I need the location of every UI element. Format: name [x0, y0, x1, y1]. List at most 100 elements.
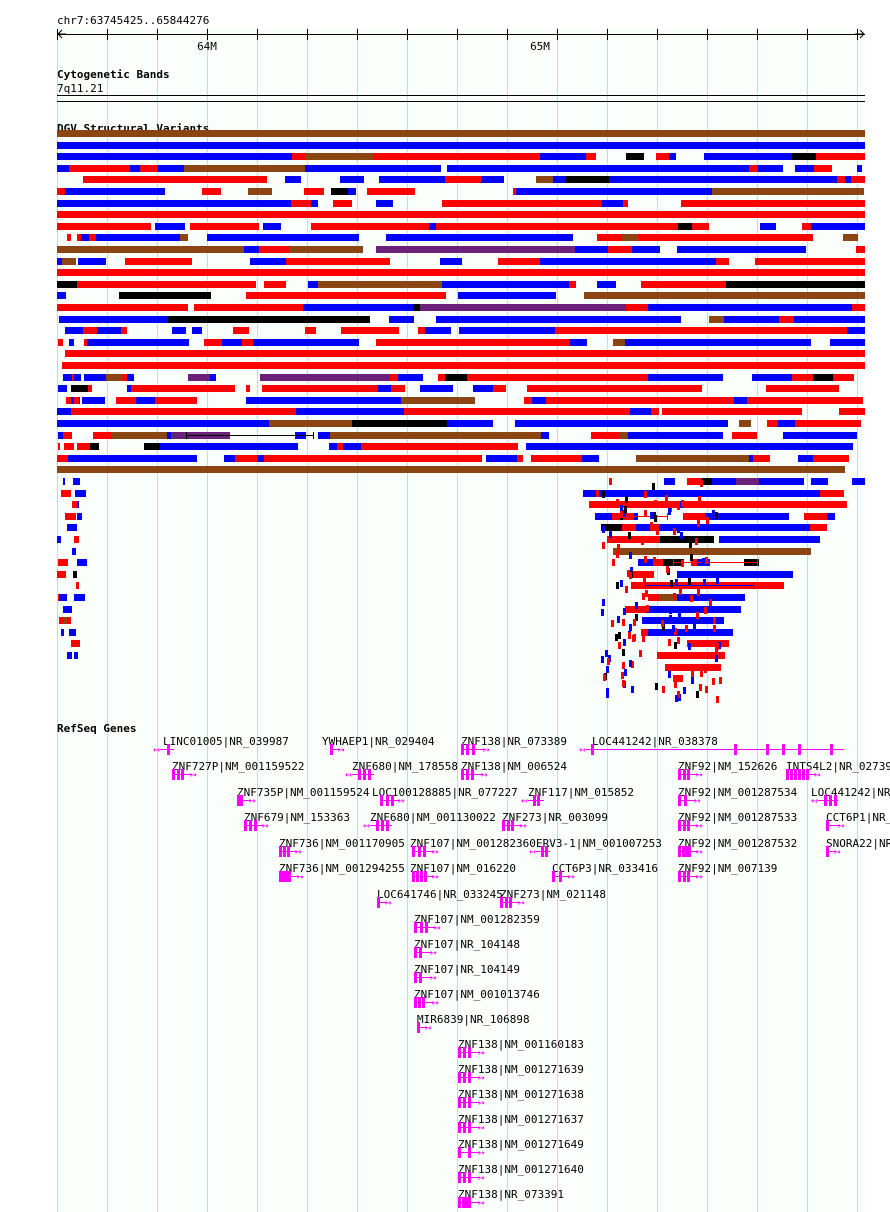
- dgv-variant-segment[interactable]: [641, 629, 648, 636]
- dgv-variant-segment[interactable]: [688, 643, 691, 650]
- gene-model-glyph[interactable]: ↦: [330, 744, 345, 755]
- dgv-variant-segment[interactable]: [620, 536, 641, 543]
- dgv-variant-segment[interactable]: [680, 532, 683, 539]
- gene-label[interactable]: INTS4L2|NR_027392: [786, 760, 890, 773]
- dgv-variant-segment[interactable]: [546, 327, 555, 334]
- dgv-variant-segment[interactable]: [90, 443, 99, 450]
- dgv-variant-segment[interactable]: [688, 578, 691, 585]
- dgv-variant-segment[interactable]: [813, 455, 849, 462]
- gene-label[interactable]: ZNF273|NR_003099: [502, 811, 608, 824]
- dgv-variant-segment[interactable]: [633, 619, 636, 626]
- dgv-variant-segment[interactable]: [63, 432, 72, 439]
- dgv-variant-segment[interactable]: [620, 511, 623, 518]
- dgv-variant-segment[interactable]: [111, 432, 167, 439]
- dgv-variant-segment[interactable]: [409, 316, 414, 323]
- gene-label[interactable]: ZNF138|NR_073391: [458, 1188, 564, 1201]
- dgv-variant-segment[interactable]: [192, 327, 202, 334]
- dgv-variant-segment[interactable]: [656, 528, 659, 535]
- dgv-variant-segment[interactable]: [783, 432, 857, 439]
- dgv-variant-segment[interactable]: [615, 634, 618, 641]
- dgv-variant-segment[interactable]: [816, 153, 865, 160]
- dgv-variant-segment[interactable]: [843, 234, 858, 241]
- dgv-variant-segment[interactable]: [65, 350, 865, 357]
- dgv-variant-segment[interactable]: [609, 176, 837, 183]
- dgv-variant-segment[interactable]: [57, 304, 188, 311]
- dgv-variant-segment[interactable]: [712, 188, 864, 195]
- dgv-variant-segment[interactable]: [341, 327, 387, 334]
- dgv-variant-segment[interactable]: [376, 339, 570, 346]
- dgv-variant-segment[interactable]: [75, 490, 86, 497]
- dgv-variant-segment[interactable]: [735, 316, 779, 323]
- dgv-variant-segment[interactable]: [847, 327, 865, 334]
- gene-label[interactable]: SNORA22|NR_: [826, 837, 890, 850]
- dgv-variant-segment[interactable]: [74, 536, 79, 543]
- dgv-variant-segment[interactable]: [74, 594, 85, 601]
- dgv-variant-segment[interactable]: [352, 420, 447, 427]
- dgv-variant-segment[interactable]: [418, 327, 425, 334]
- dgv-variant-segment[interactable]: [194, 304, 198, 311]
- dgv-variant-segment[interactable]: [794, 316, 865, 323]
- dgv-variant-segment[interactable]: [486, 455, 506, 462]
- dgv-variant-segment[interactable]: [623, 608, 626, 615]
- dgv-variant-segment[interactable]: [709, 316, 724, 323]
- dgv-variant-segment[interactable]: [778, 420, 795, 427]
- dgv-variant-segment[interactable]: [724, 316, 735, 323]
- dgv-variant-segment[interactable]: [76, 582, 79, 589]
- dgv-variant-segment[interactable]: [386, 234, 570, 241]
- gene-model-glyph[interactable]: ↦: [414, 947, 437, 958]
- dgv-variant-segment[interactable]: [73, 478, 80, 485]
- dgv-variant-segment[interactable]: [239, 455, 258, 462]
- dgv-variant-segment[interactable]: [665, 495, 668, 502]
- dgv-variant-segment[interactable]: [713, 625, 716, 632]
- dgv-variant-segment[interactable]: [438, 327, 451, 334]
- gene-label[interactable]: ERV3-1|NM_001007253: [536, 837, 662, 850]
- dgv-variant-segment[interactable]: [700, 480, 703, 487]
- dgv-variant-segment[interactable]: [691, 677, 694, 684]
- dgv-variant-segment[interactable]: [622, 524, 636, 531]
- dgv-variant-segment[interactable]: [605, 650, 608, 657]
- dgv-variant-segment[interactable]: [292, 153, 305, 160]
- dgv-variant-segment[interactable]: [739, 420, 751, 427]
- dgv-variant-segment[interactable]: [702, 478, 712, 485]
- dgv-variant-segment[interactable]: [668, 508, 671, 515]
- dgv-variant-segment[interactable]: [303, 304, 413, 311]
- gene-model-glyph[interactable]: ↤: [345, 769, 374, 780]
- dgv-variant-segment[interactable]: [458, 223, 480, 230]
- dgv-variant-segment[interactable]: [629, 572, 632, 579]
- dgv-variant-segment[interactable]: [88, 385, 92, 392]
- dgv-variant-segment[interactable]: [609, 531, 612, 538]
- dgv-variant-segment[interactable]: [693, 623, 696, 630]
- gene-model-glyph[interactable]: ↦: [826, 846, 841, 857]
- dgv-variant-segment[interactable]: [596, 490, 599, 497]
- dgv-variant-segment[interactable]: [77, 234, 81, 241]
- dgv-variant-segment[interactable]: [589, 246, 600, 253]
- dgv-variant-segment[interactable]: [289, 246, 363, 253]
- dgv-variant-segment[interactable]: [804, 513, 827, 520]
- dgv-variant-segment[interactable]: [246, 385, 250, 392]
- dgv-variant-segment[interactable]: [122, 165, 130, 172]
- dgv-variant-segment[interactable]: [524, 397, 532, 404]
- gene-label[interactable]: ZNF138|NM_001271638: [458, 1088, 584, 1101]
- dgv-variant-segment[interactable]: [749, 165, 753, 172]
- dgv-variant-segment[interactable]: [436, 223, 458, 230]
- dgv-variant-segment[interactable]: [176, 165, 184, 172]
- dgv-variant-segment[interactable]: [98, 258, 106, 265]
- dgv-variant-segment[interactable]: [348, 188, 356, 195]
- dgv-variant-segment[interactable]: [696, 612, 699, 619]
- dgv-variant-segment[interactable]: [84, 374, 106, 381]
- dgv-variant-segment[interactable]: [116, 397, 130, 404]
- dgv-variant-segment[interactable]: [589, 501, 847, 508]
- dgv-variant-segment[interactable]: [765, 327, 789, 334]
- dgv-variant-segment[interactable]: [711, 397, 734, 404]
- dgv-variant-segment[interactable]: [597, 234, 616, 241]
- dgv-variant-segment[interactable]: [813, 374, 833, 381]
- dgv-variant-segment[interactable]: [712, 510, 715, 517]
- dgv-variant-segment[interactable]: [268, 246, 289, 253]
- gene-label[interactable]: ZNF680|NM_178558: [352, 760, 458, 773]
- dgv-variant-segment[interactable]: [536, 176, 553, 183]
- dgv-variant-segment[interactable]: [72, 548, 76, 555]
- dgv-variant-segment[interactable]: [604, 513, 612, 520]
- dgv-variant-segment[interactable]: [57, 142, 865, 149]
- dgv-variant-segment[interactable]: [830, 339, 865, 346]
- cytogenetic-band-label[interactable]: 7q11.21: [57, 82, 104, 95]
